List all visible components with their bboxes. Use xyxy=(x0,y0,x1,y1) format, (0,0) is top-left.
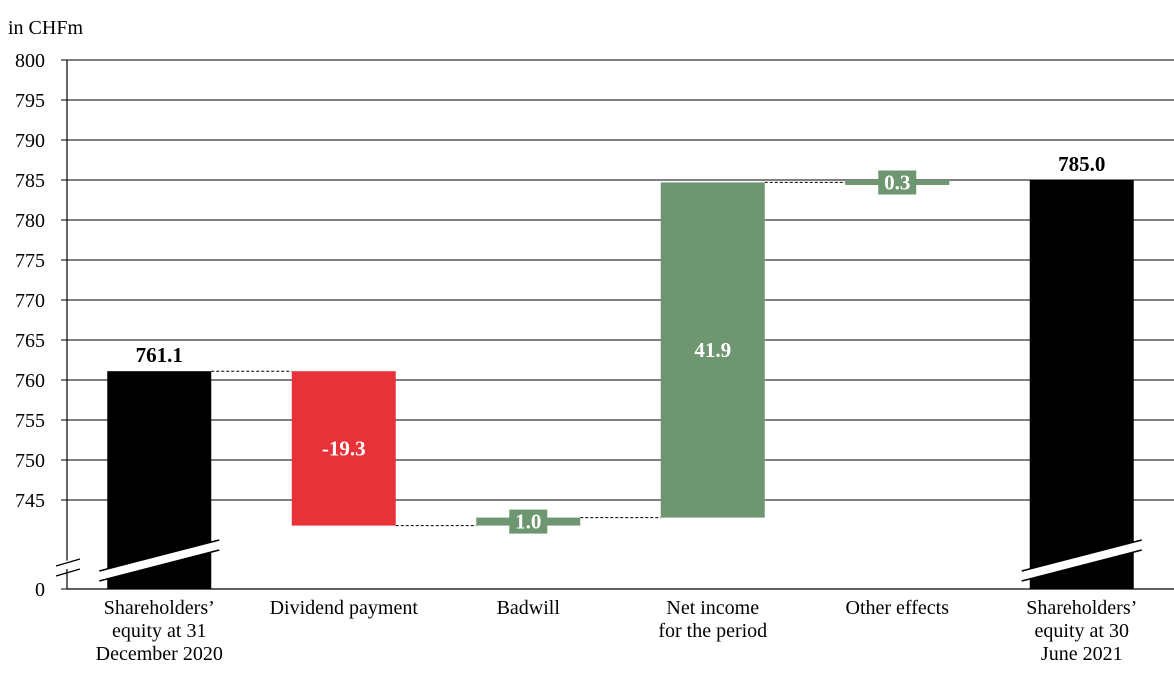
x-axis-label-line: Badwill xyxy=(497,597,561,619)
x-axis-label-line: for the period xyxy=(658,620,767,642)
bar-break-gap xyxy=(1020,540,1143,581)
break-line xyxy=(55,568,81,577)
y-tick-label: 750 xyxy=(15,450,45,472)
x-axis-label-line: Net income xyxy=(666,597,759,619)
x-axis-label: Badwill xyxy=(497,597,561,619)
y-tick-label: 755 xyxy=(15,410,45,432)
bar-break-line xyxy=(1021,549,1142,582)
x-axis-label: Dividend payment xyxy=(270,597,419,619)
bar-break xyxy=(1020,539,1143,582)
y-tick-label: 745 xyxy=(15,490,45,512)
y-tick-label: 780 xyxy=(15,210,45,232)
unit-label: in CHFm xyxy=(8,17,83,39)
y-tick-label: 765 xyxy=(15,330,45,352)
y-tick-label: 790 xyxy=(15,130,45,152)
x-axis-label-line: equity at 30 xyxy=(1035,620,1129,642)
bar-break xyxy=(98,539,221,582)
data-label: 761.1 xyxy=(136,343,183,367)
x-axis-label-line: December 2020 xyxy=(96,643,223,665)
y-tick-label: 775 xyxy=(15,250,45,272)
bar-break-line xyxy=(99,539,220,572)
x-axis-label-line: Shareholders’ xyxy=(104,597,215,619)
break-line xyxy=(55,558,81,567)
x-axis-label: Other effects xyxy=(846,597,950,619)
y-tick-label: 795 xyxy=(15,90,45,112)
gridlines xyxy=(67,59,1174,501)
bar-break-line xyxy=(99,549,220,582)
x-axis-labels: Shareholders’ equity at 31 December 2020Di… xyxy=(96,597,1138,665)
data-label: 41.9 xyxy=(694,338,731,362)
axes: 800 795 790 785 780 775 770 765 760 755 750 745 0 xyxy=(15,50,1174,601)
y-tick-label: 760 xyxy=(15,370,45,392)
total-bar xyxy=(1029,180,1134,589)
x-axis-label-line: Dividend payment xyxy=(270,597,419,619)
x-axis-label-line: Other effects xyxy=(846,597,950,619)
delta-bar xyxy=(660,182,765,518)
connector-lines xyxy=(211,181,846,527)
data-label: 785.0 xyxy=(1058,152,1105,176)
bar-break-gap xyxy=(98,540,221,581)
data-labels: 761.1 -19.3 1.0 41.9 0.3 785.0 xyxy=(136,152,1105,534)
y-tick-label: 770 xyxy=(15,290,45,312)
x-axis-label-line: June 2021 xyxy=(1041,643,1123,665)
break-gap xyxy=(54,557,82,572)
bar-break-line xyxy=(1021,539,1142,572)
x-axis-label-line: equity at 31 xyxy=(112,620,206,642)
bars xyxy=(98,180,1143,589)
y-tick-label: 785 xyxy=(15,170,45,192)
y-axis-break xyxy=(54,557,82,577)
x-axis-label: Shareholders’ equity at 31 December 2020 xyxy=(96,597,223,665)
x-axis-label: Shareholders’ equity at 30 June 2021 xyxy=(1026,597,1137,665)
delta-bar xyxy=(291,371,396,526)
x-axis-label-line: Shareholders’ xyxy=(1026,597,1137,619)
x-axis-label: Net income for the period xyxy=(658,597,767,642)
data-label-box xyxy=(878,170,917,195)
data-label-box xyxy=(509,509,548,534)
y-tick-label-zero: 0 xyxy=(35,579,45,601)
data-label: 0.3 xyxy=(884,171,910,195)
data-label: 1.0 xyxy=(515,510,541,534)
y-tick-label: 800 xyxy=(15,50,45,72)
data-label: -19.3 xyxy=(322,436,366,460)
